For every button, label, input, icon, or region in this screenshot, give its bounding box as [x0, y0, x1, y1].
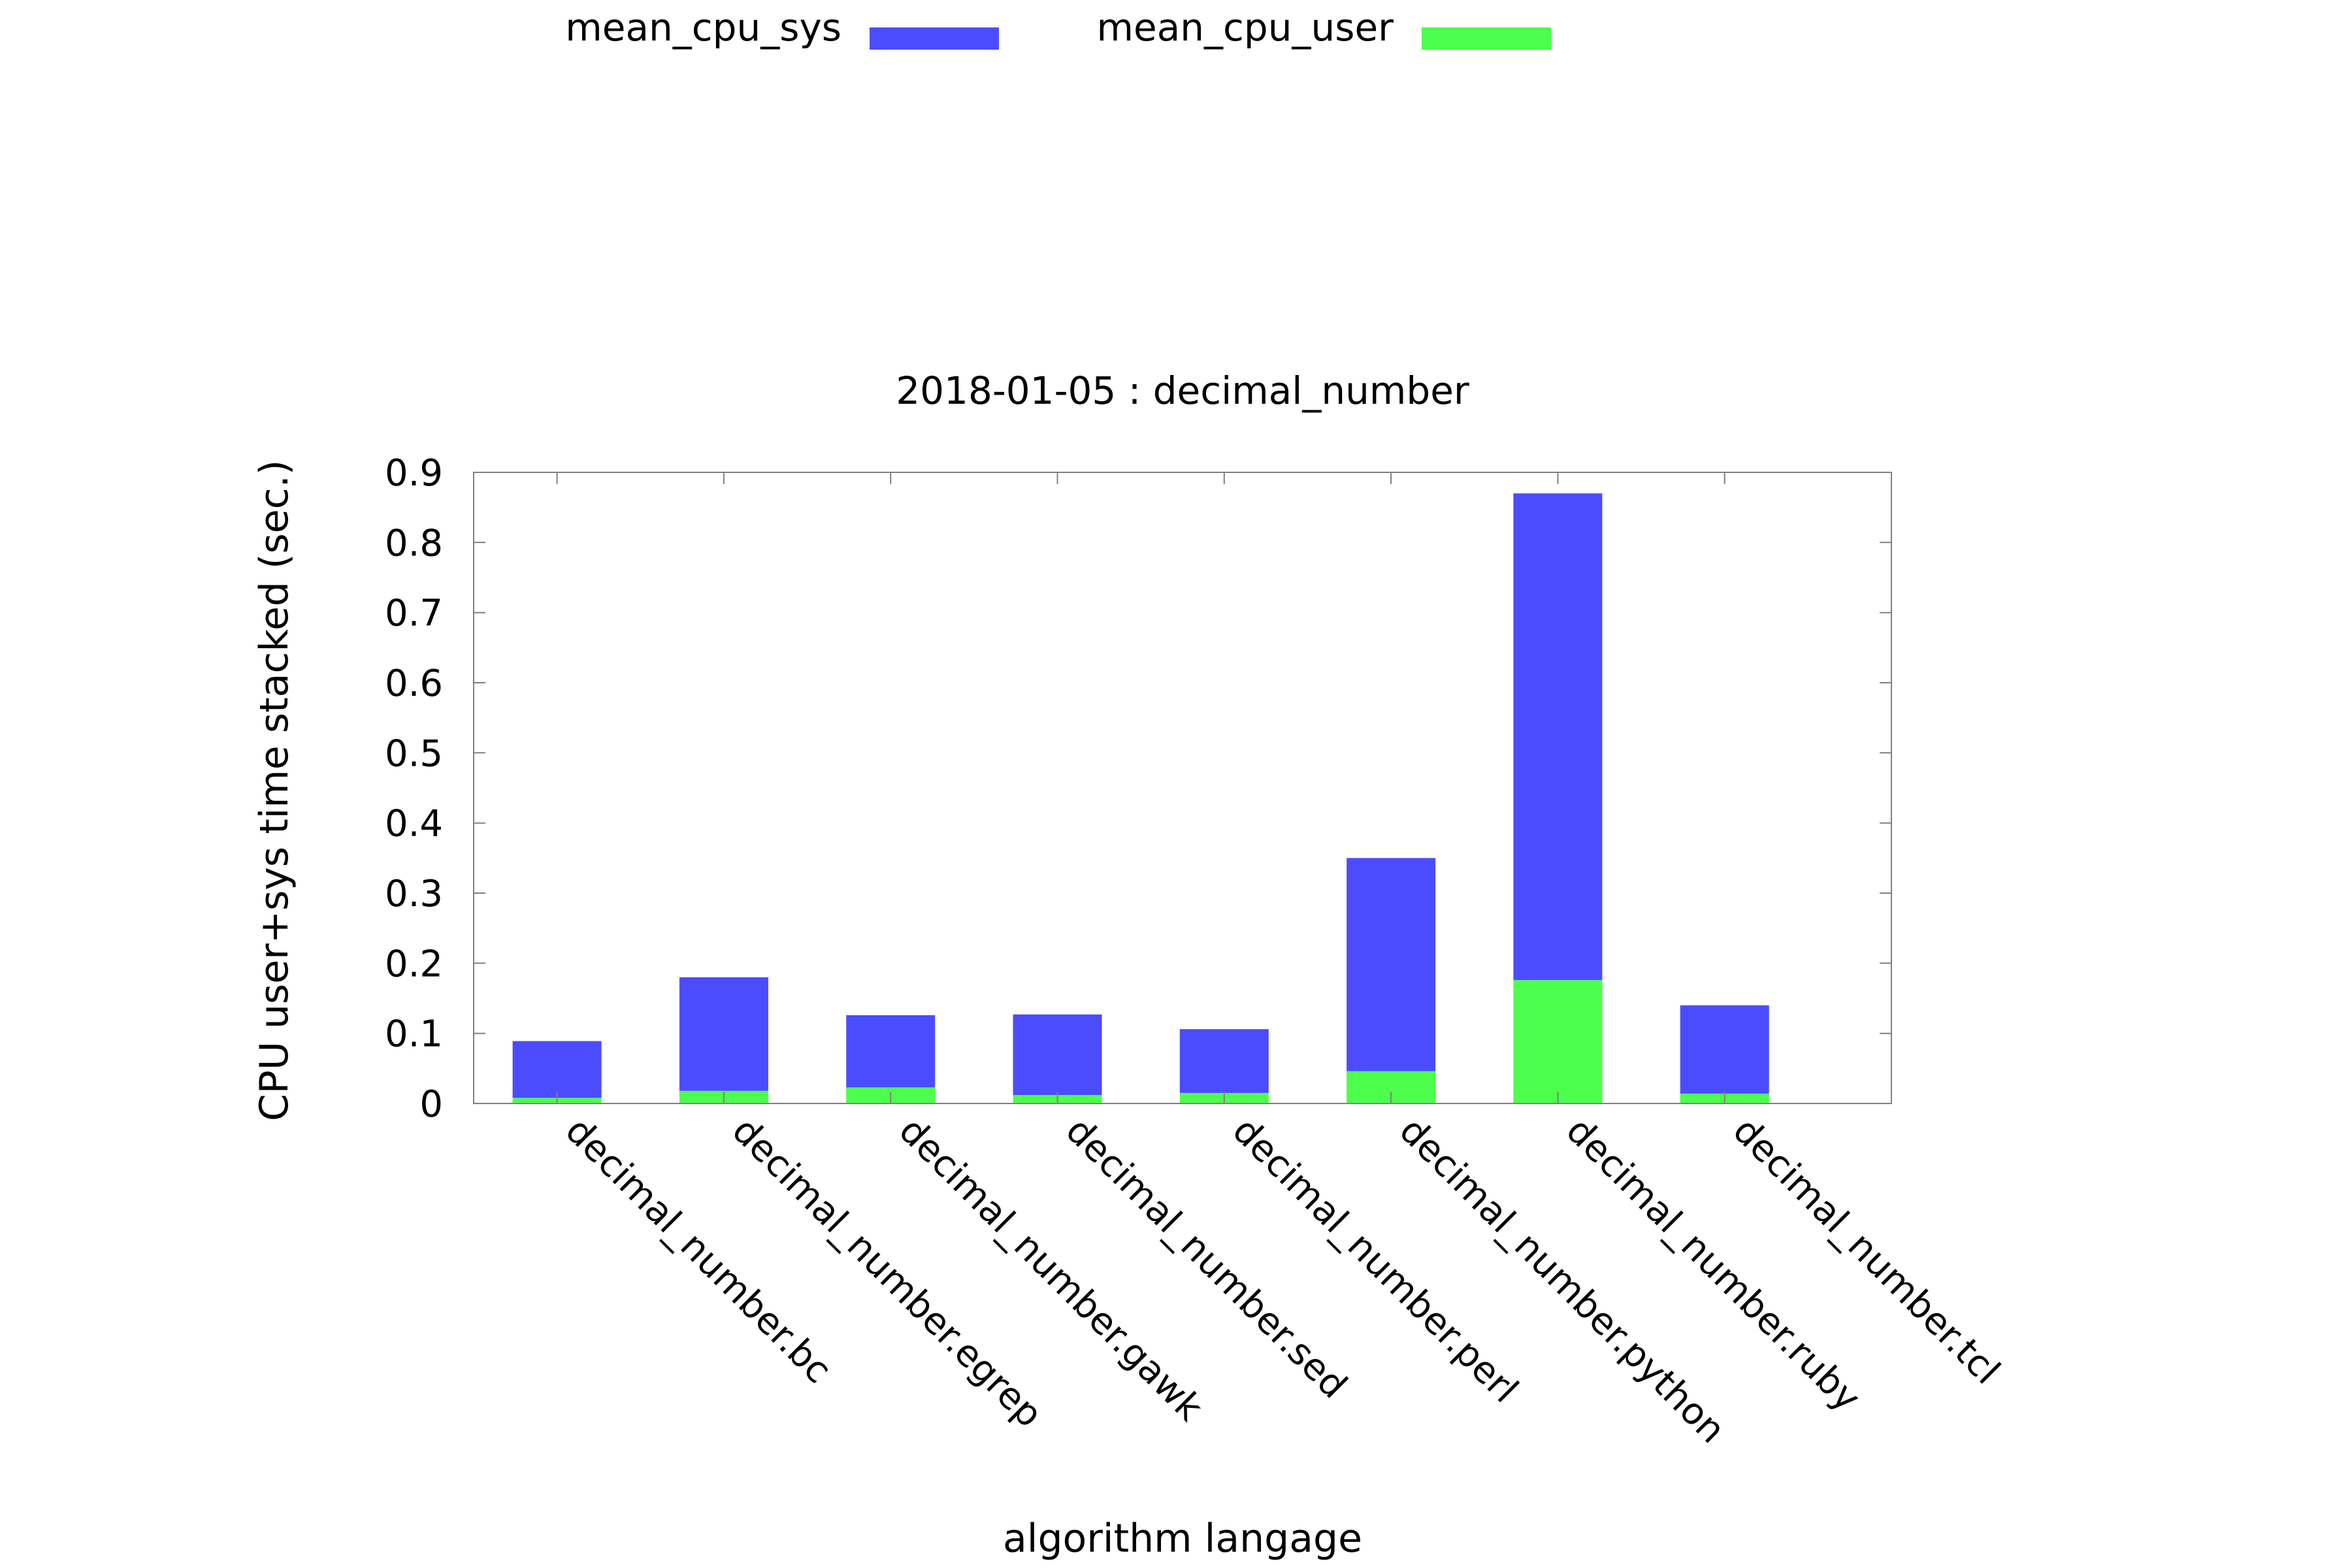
- bar-mean-cpu-sys-4: [1013, 1014, 1102, 1096]
- x-tick-label: decimal_number.tcl: [1725, 1109, 2008, 1393]
- bar-mean-cpu-user-7: [1513, 980, 1603, 1103]
- legend-label: mean_cpu_sys: [565, 5, 841, 50]
- x-tick-label: decimal_number.python: [1391, 1109, 1733, 1452]
- legend-swatch: [1422, 27, 1551, 50]
- y-tick-labels: 0 0.1 0.2 0.3 0.4 0.5 0.6 0.7 0.8 0.9: [385, 452, 443, 1126]
- x-tick-label: decimal_number.gawk: [890, 1109, 1211, 1429]
- bar-mean-cpu-sys-5: [1179, 1029, 1269, 1093]
- chart-title: 2018-01-05 : decimal_number: [896, 368, 1469, 413]
- x-tick-labels: decimal_number.bcdecimal_number.egrepdec…: [557, 1109, 2008, 1452]
- bar-mean-cpu-sys-7: [1513, 493, 1603, 981]
- x-tick-label: decimal_number.perl: [1224, 1109, 1526, 1411]
- y-tick-label: 0.4: [385, 803, 443, 845]
- x-tick-label: decimal_number.ruby: [1558, 1109, 1869, 1420]
- bar-mean-cpu-sys-3: [846, 1015, 936, 1088]
- bar-mean-cpu-sys-6: [1347, 858, 1436, 1071]
- y-tick-label: 0: [419, 1083, 443, 1126]
- y-tick-label: 0.8: [385, 522, 443, 564]
- x-tick-label: decimal_number.egrep: [724, 1109, 1051, 1436]
- y-tick-label: 0.6: [385, 662, 443, 705]
- y-tick-label: 0.7: [385, 593, 443, 635]
- y-axis-title: CPU user+sys time stacked (sec.): [252, 460, 297, 1121]
- legend-label: mean_cpu_user: [1097, 5, 1394, 50]
- y-tick-label: 0.1: [385, 1013, 443, 1056]
- bar-mean-cpu-sys-1: [512, 1041, 602, 1098]
- bar-mean-cpu-sys-2: [679, 977, 768, 1091]
- bar-mean-cpu-sys-8: [1680, 1005, 1769, 1094]
- legend-swatch: [870, 27, 999, 50]
- plot-frame: [473, 472, 1892, 1104]
- y-tick-label: 0.2: [385, 943, 443, 985]
- y-tick-label: 0.3: [385, 873, 443, 915]
- legend: mean_cpu_sys mean_cpu_user: [565, 5, 1551, 50]
- y-axis-title-group: CPU user+sys time stacked (sec.): [252, 460, 297, 1121]
- y-tick-label: 0.5: [385, 732, 443, 775]
- x-axis-title: algorithm langage: [1003, 1516, 1362, 1561]
- x-tick-label: decimal_number.sed: [1058, 1109, 1355, 1407]
- y-tick-label: 0.9: [385, 452, 443, 495]
- bars-layer: [512, 493, 1769, 1103]
